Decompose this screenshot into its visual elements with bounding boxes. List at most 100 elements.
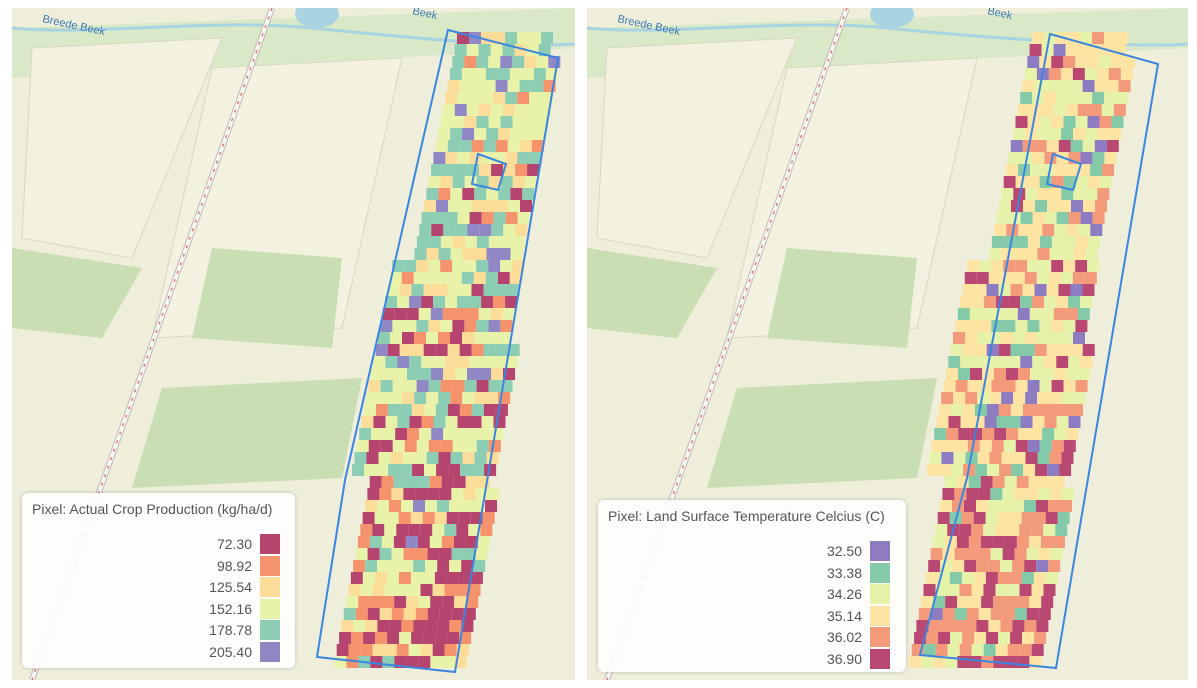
pixel [392, 320, 405, 332]
pixel [1070, 344, 1083, 356]
pixel [431, 428, 444, 440]
pixel [970, 368, 982, 380]
pixel [502, 104, 515, 116]
pixel [978, 608, 991, 620]
pixel [464, 176, 477, 188]
woods [12, 248, 142, 338]
pixel [397, 296, 410, 308]
pixel [989, 332, 1001, 344]
pixel [1061, 332, 1073, 344]
pixel [1061, 452, 1074, 464]
pixel [977, 392, 990, 404]
pixel [1002, 488, 1015, 500]
pixel [1080, 152, 1093, 164]
pixel [1111, 116, 1124, 128]
pixel [991, 380, 1004, 392]
pixel [1077, 308, 1090, 320]
pixel [1078, 224, 1091, 236]
legend-label: 178.78 [209, 622, 252, 638]
pixel [435, 140, 448, 152]
pixel [471, 140, 484, 152]
pixel [1051, 320, 1064, 332]
pixel [400, 464, 413, 476]
pixel [353, 620, 366, 632]
pixel [476, 320, 489, 332]
pixel [1020, 212, 1033, 224]
pixel [921, 596, 934, 608]
pixel [956, 536, 969, 548]
pixel [1116, 32, 1128, 44]
pixel [1054, 428, 1067, 440]
pixel [987, 464, 1000, 476]
pixel [517, 92, 530, 104]
pixel [474, 188, 487, 200]
pixel [1027, 440, 1040, 452]
pixel [964, 500, 976, 512]
pixel [438, 188, 451, 200]
pixel [478, 104, 491, 116]
pixel [1118, 80, 1131, 92]
pixel [517, 212, 530, 224]
pixel [376, 464, 389, 476]
pixel [1019, 584, 1032, 596]
pixel [531, 80, 544, 92]
pixel [450, 248, 463, 260]
pixel [937, 512, 950, 524]
pixel [1019, 524, 1032, 536]
pixel [462, 248, 475, 260]
pixel [1030, 368, 1042, 380]
pixel [409, 296, 422, 308]
legend-label: 35.14 [826, 607, 862, 624]
pixel [474, 128, 487, 140]
pixel [966, 488, 979, 500]
pixel [395, 368, 407, 380]
pixel [455, 164, 468, 176]
pixel [1073, 188, 1086, 200]
pixel [457, 212, 470, 224]
pixel [360, 524, 373, 536]
pixel [994, 428, 1007, 440]
pixel [487, 488, 500, 500]
pixel [1036, 500, 1048, 512]
pixel [476, 56, 489, 68]
pixel [1056, 92, 1069, 104]
pixel [1038, 548, 1051, 560]
pixel [462, 188, 475, 200]
pixel [943, 380, 956, 392]
pixel [447, 632, 460, 644]
pixel [403, 548, 416, 560]
pixel [1063, 320, 1076, 332]
pixel [438, 248, 451, 260]
pixel [1022, 404, 1035, 416]
pixel [1008, 416, 1021, 428]
pixel [1060, 272, 1073, 284]
pixel [1108, 68, 1121, 80]
pixel [401, 620, 414, 632]
pixel [1030, 164, 1043, 176]
pixel [509, 272, 522, 284]
pixel [498, 248, 511, 260]
pixel [488, 380, 501, 392]
pixel [923, 584, 936, 596]
pixel [507, 344, 520, 356]
pixel [990, 548, 1003, 560]
pixel [1010, 404, 1023, 416]
pixel [434, 572, 447, 584]
pixel [971, 524, 984, 536]
pixel [1066, 428, 1079, 440]
pixel [976, 620, 989, 632]
pixel [450, 332, 462, 344]
pixel [1039, 440, 1052, 452]
pixel [432, 584, 445, 596]
legend-swatch [260, 555, 280, 576]
pixel [387, 632, 400, 644]
pixel [1044, 92, 1057, 104]
pixel [466, 44, 479, 56]
pixel [410, 572, 423, 584]
pixel [447, 140, 460, 152]
pixel [464, 56, 477, 68]
pixel [1065, 308, 1078, 320]
pixel [1104, 92, 1117, 104]
pixel [426, 248, 439, 260]
pixel [1075, 116, 1088, 128]
